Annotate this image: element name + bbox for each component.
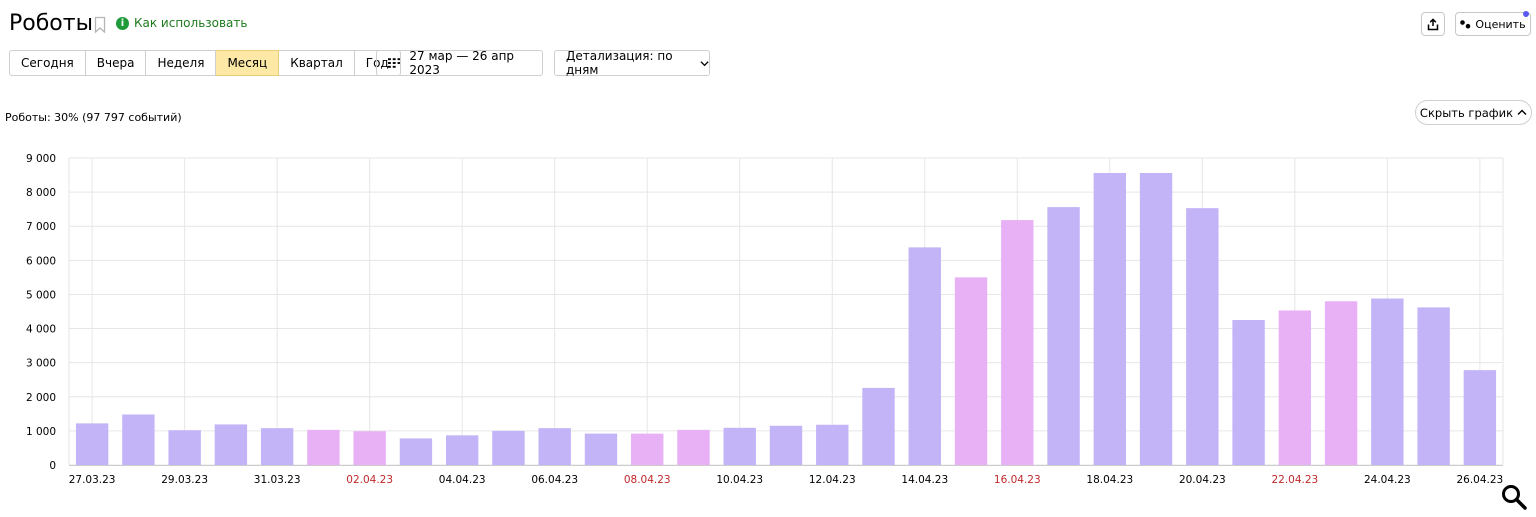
x-tick-label: 29.03.23 bbox=[161, 474, 208, 486]
bar bbox=[954, 277, 988, 465]
x-tick-label: 22.04.23 bbox=[1271, 474, 1318, 486]
y-tick-label: 9 000 bbox=[26, 153, 56, 165]
x-tick-label: 02.04.23 bbox=[346, 474, 393, 486]
bar bbox=[816, 424, 849, 465]
rate-label: Оценить bbox=[1475, 17, 1526, 31]
bar bbox=[1324, 301, 1358, 465]
bar bbox=[168, 430, 201, 465]
chevron-up-icon bbox=[1517, 109, 1527, 115]
info-icon: i bbox=[116, 16, 129, 30]
bar bbox=[446, 435, 479, 465]
period-selector: Сегодня Вчера Неделя Месяц Квартал Год bbox=[9, 50, 401, 76]
how-to-use-link[interactable]: i Как использовать bbox=[116, 16, 247, 30]
y-tick-label: 8 000 bbox=[26, 187, 56, 199]
date-range-label: 27 мар — 26 апр 2023 bbox=[409, 49, 515, 77]
bar bbox=[1463, 370, 1497, 465]
bar bbox=[677, 429, 710, 465]
how-to-use-label: Как использовать bbox=[134, 16, 248, 30]
calendar-icon bbox=[388, 58, 401, 68]
y-tick-label: 3 000 bbox=[26, 358, 56, 370]
bar bbox=[122, 414, 155, 465]
bar bbox=[1278, 310, 1312, 465]
x-tick-label: 24.04.23 bbox=[1364, 474, 1411, 486]
share-button[interactable] bbox=[1421, 12, 1445, 36]
bar bbox=[1417, 307, 1450, 465]
bar bbox=[260, 428, 294, 465]
bar bbox=[1139, 173, 1173, 465]
summary-text: Роботы: 30% (97 797 событий) bbox=[5, 111, 182, 124]
bar bbox=[723, 427, 756, 465]
y-tick-label: 4 000 bbox=[26, 324, 56, 336]
bar bbox=[1047, 207, 1080, 465]
x-tick-label: 27.03.23 bbox=[69, 474, 116, 486]
bar bbox=[769, 425, 803, 465]
date-range-button[interactable]: 27 мар — 26 апр 2023 bbox=[376, 49, 543, 77]
bar bbox=[1001, 220, 1034, 465]
y-tick-label: 5 000 bbox=[26, 289, 56, 301]
x-tick-label: 12.04.23 bbox=[809, 474, 856, 486]
bar bbox=[584, 433, 618, 465]
bar bbox=[399, 438, 433, 465]
period-quarter[interactable]: Квартал bbox=[279, 50, 355, 76]
y-tick-label: 6 000 bbox=[26, 255, 56, 267]
bar bbox=[75, 423, 109, 465]
bar bbox=[1186, 208, 1219, 465]
bar bbox=[353, 431, 386, 465]
hide-chart-label: Скрыть график bbox=[1419, 105, 1514, 120]
bar bbox=[862, 387, 895, 465]
x-tick-label: 06.04.23 bbox=[531, 474, 578, 486]
quote-icon bbox=[1460, 19, 1471, 28]
bookmark-icon[interactable] bbox=[94, 16, 106, 34]
chevron-down-icon bbox=[700, 60, 709, 66]
bar bbox=[214, 424, 248, 465]
bar bbox=[538, 428, 571, 465]
bar bbox=[1232, 320, 1265, 465]
notification-dot bbox=[1523, 11, 1529, 17]
x-tick-label: 31.03.23 bbox=[254, 474, 301, 486]
search-icon[interactable] bbox=[1500, 483, 1528, 511]
x-tick-label: 10.04.23 bbox=[716, 474, 763, 486]
bar bbox=[908, 247, 941, 465]
bar bbox=[1093, 173, 1126, 465]
x-tick-label: 18.04.23 bbox=[1086, 474, 1133, 486]
period-week[interactable]: Неделя bbox=[146, 50, 217, 76]
x-tick-label: 04.04.23 bbox=[439, 474, 486, 486]
bar bbox=[631, 433, 664, 465]
period-yesterday[interactable]: Вчера bbox=[85, 50, 147, 76]
x-tick-label: 16.04.23 bbox=[994, 474, 1041, 486]
detail-dropdown[interactable]: Детализация: по дням bbox=[554, 49, 710, 77]
x-tick-label: 20.04.23 bbox=[1179, 474, 1226, 486]
hide-chart-button[interactable]: Скрыть график bbox=[1415, 100, 1532, 125]
period-today[interactable]: Сегодня bbox=[9, 50, 86, 76]
bar bbox=[492, 430, 525, 465]
y-tick-label: 0 bbox=[49, 460, 56, 472]
y-tick-label: 1 000 bbox=[26, 426, 56, 438]
x-tick-label: 08.04.23 bbox=[624, 474, 671, 486]
page-title: Роботы bbox=[9, 11, 93, 36]
bar bbox=[307, 429, 340, 465]
y-tick-label: 7 000 bbox=[26, 221, 56, 233]
bar-chart: 0 1 000 2 000 3 000 4 000 5 000 6 000 7 000 8 00… bbox=[26, 153, 1504, 486]
bar bbox=[1371, 298, 1404, 465]
x-tick-label: 14.04.23 bbox=[901, 474, 948, 486]
share-icon bbox=[1427, 17, 1439, 30]
y-tick-label: 2 000 bbox=[26, 392, 56, 404]
rate-button[interactable]: Оценить bbox=[1455, 11, 1531, 36]
period-month[interactable]: Месяц bbox=[216, 50, 280, 76]
x-tick-label: 26.04.23 bbox=[1456, 474, 1503, 486]
detail-label: Детализация: по дням bbox=[566, 49, 673, 77]
